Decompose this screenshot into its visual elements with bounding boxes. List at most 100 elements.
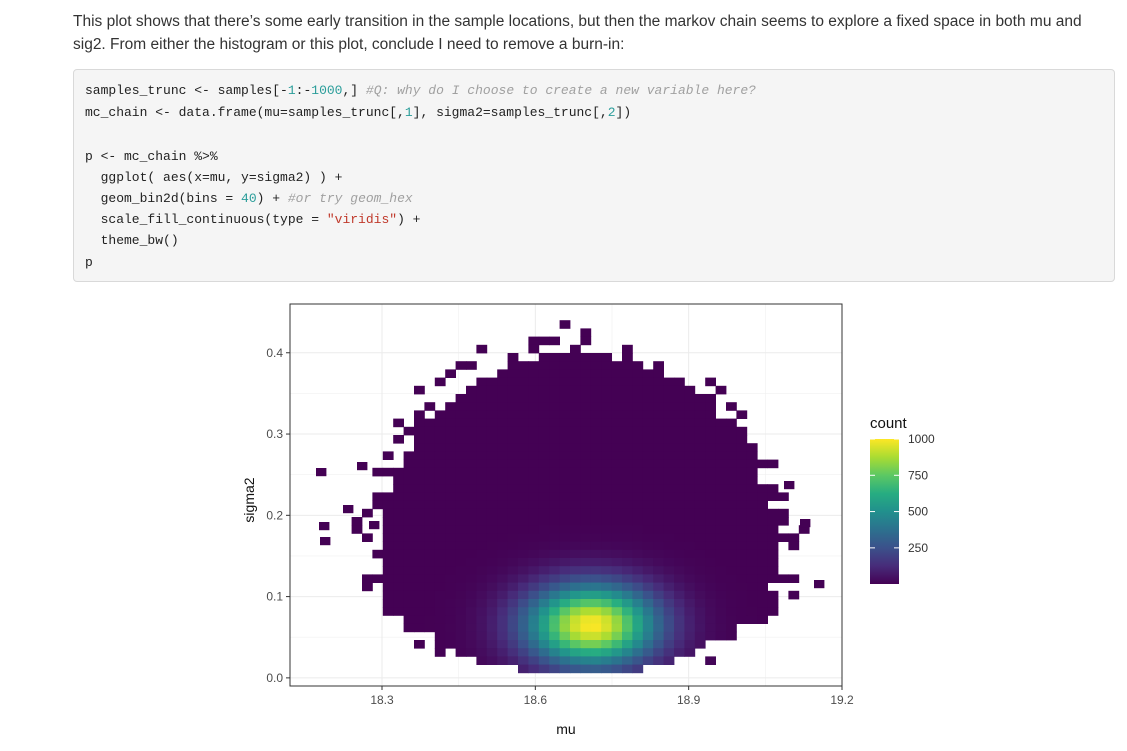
heatmap-tile <box>715 631 727 641</box>
heatmap-tile <box>507 467 519 477</box>
heatmap-tile <box>632 525 644 534</box>
heatmap-tile <box>653 402 664 411</box>
heatmap-tile <box>538 623 550 633</box>
heatmap-tile <box>663 410 675 419</box>
heatmap-tile <box>497 541 508 551</box>
heatmap-tile <box>528 623 540 633</box>
heatmap-tile <box>622 402 633 411</box>
heatmap-tile <box>476 402 488 411</box>
heatmap-tile <box>642 517 654 526</box>
heatmap-tile <box>455 508 467 518</box>
heatmap-tile <box>674 525 685 534</box>
heatmap-tile <box>559 640 571 649</box>
heatmap-tile <box>590 476 602 485</box>
heatmap-tile <box>570 558 581 567</box>
legend-break-label: 250 <box>908 541 928 555</box>
heatmap-tile <box>632 590 644 600</box>
heatmap-tile <box>455 566 467 575</box>
heatmap-tile <box>434 492 446 501</box>
heatmap-tile <box>736 508 748 518</box>
heatmap-tile <box>632 476 644 485</box>
heatmap-tile <box>653 385 664 395</box>
heatmap-tile <box>694 451 706 460</box>
heatmap-tile <box>726 541 737 551</box>
heatmap-tile <box>549 492 560 501</box>
heatmap-tile <box>622 664 633 674</box>
heatmap-tile <box>424 599 436 608</box>
heatmap-tile <box>414 566 425 575</box>
heatmap-tile <box>663 385 675 395</box>
heatmap-tile <box>476 500 488 510</box>
heatmap-tile <box>559 525 571 534</box>
heatmap-tile <box>414 533 425 542</box>
heatmap-tile <box>705 492 716 501</box>
heatmap-tile <box>674 500 685 510</box>
heatmap-tile <box>767 517 779 526</box>
heatmap-tile <box>653 631 664 641</box>
heatmap-tile <box>757 558 768 567</box>
heatmap-tile <box>372 492 384 501</box>
heatmap-tile <box>476 631 488 641</box>
heatmap-tile <box>653 574 664 583</box>
heatmap-tile <box>580 615 592 624</box>
heatmap-tile <box>403 525 415 534</box>
heatmap-tile <box>622 369 633 378</box>
heatmap-tile <box>590 467 602 477</box>
heatmap-tile <box>684 451 696 460</box>
heatmap-tile <box>445 402 456 411</box>
heatmap-tile <box>726 631 737 641</box>
code-token: #or try geom_hex <box>287 191 413 206</box>
heatmap-tile <box>674 426 685 436</box>
heatmap-tile <box>653 541 664 551</box>
heatmap-tile <box>684 476 696 485</box>
heatmap-tile <box>570 640 581 649</box>
heatmap-tile <box>424 517 436 526</box>
heatmap-tile <box>549 451 560 460</box>
heatmap-tile <box>663 394 675 403</box>
heatmap-tile <box>736 459 748 469</box>
heatmap-tile <box>393 533 404 542</box>
heatmap-tile <box>466 385 477 395</box>
heatmap-tile <box>715 443 727 452</box>
heatmap-tile <box>486 549 498 559</box>
heatmap-tile <box>538 574 550 583</box>
heatmap-tile <box>674 402 685 411</box>
heatmap-tile <box>694 394 706 403</box>
heatmap-tile <box>674 566 685 575</box>
heatmap-tile <box>694 623 706 633</box>
heatmap-tile <box>622 426 633 436</box>
heatmap-tile <box>445 500 456 510</box>
heatmap-tile <box>445 590 456 600</box>
heatmap-tile <box>601 459 612 469</box>
heatmap-tile <box>726 426 737 436</box>
heatmap-tile <box>445 517 456 526</box>
heatmap-tile <box>601 558 612 567</box>
heatmap-tile <box>642 385 654 395</box>
heatmap-tile <box>705 631 716 641</box>
heatmap-tile <box>715 484 727 493</box>
heatmap-tile <box>466 500 477 510</box>
heatmap-tile <box>528 648 540 657</box>
heatmap-tile <box>403 459 415 469</box>
heatmap-tile <box>424 607 436 616</box>
heatmap-tile <box>788 541 800 551</box>
heatmap-tile <box>393 517 404 526</box>
heatmap-tile <box>580 336 592 346</box>
heatmap-tile <box>694 517 706 526</box>
heatmap-tile <box>715 508 727 518</box>
heatmap-tile <box>414 459 425 469</box>
code-token: ], sigma2=samples_trunc[, <box>412 105 608 120</box>
heatmap-tile <box>663 566 675 575</box>
code-token: ggplot( aes(x=mu, y=sigma2) ) + <box>85 170 343 185</box>
heatmap-tile <box>476 574 488 583</box>
heatmap-tile <box>507 574 519 583</box>
heatmap-tile <box>736 549 748 559</box>
heatmap-tile <box>403 533 415 542</box>
heatmap-tile <box>518 369 529 378</box>
heatmap-tile <box>632 484 644 493</box>
heatmap-tile <box>746 541 758 551</box>
heatmap-tile <box>518 492 529 501</box>
heatmap-tile <box>622 451 633 460</box>
heatmap-tile <box>800 519 811 528</box>
heatmap-tile <box>549 648 560 657</box>
